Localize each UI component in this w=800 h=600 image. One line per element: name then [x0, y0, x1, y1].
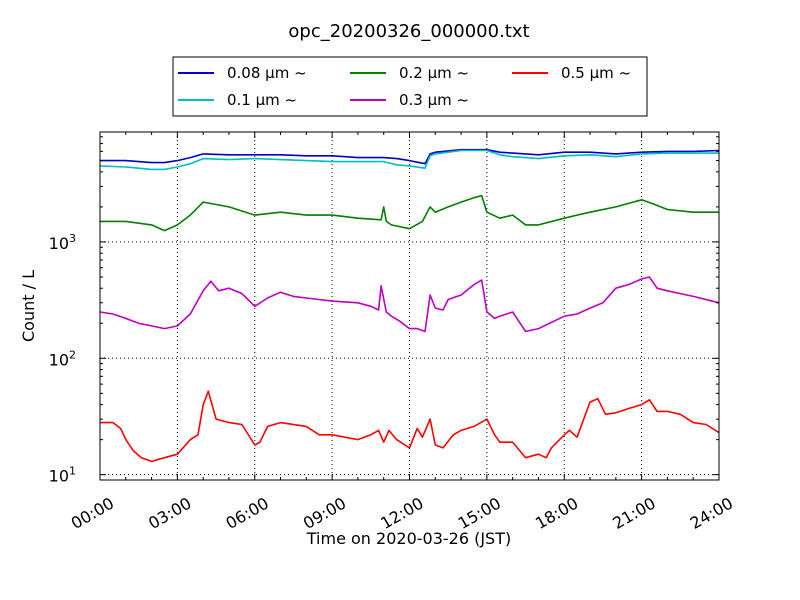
legend-label: 0.1 μm ~ — [227, 91, 297, 109]
x-tick-label: 18:00 — [532, 493, 581, 533]
legend-label: 0.5 μm ~ — [561, 64, 631, 82]
y-axis-label: Count / L — [19, 270, 38, 342]
plot-background — [100, 132, 719, 480]
legend-label: 0.3 μm ~ — [399, 91, 469, 109]
series-line — [100, 148, 720, 165]
x-tick-label: 03:00 — [145, 493, 194, 533]
series-line — [99, 149, 719, 171]
x-tick-label: 06:00 — [223, 493, 272, 533]
x-axis-label: Time on 2020-03-26 (JST) — [306, 529, 511, 548]
x-tick-label: 12:00 — [377, 493, 426, 533]
legend-box — [172, 56, 648, 117]
y-tick-label: 103 — [49, 232, 76, 253]
x-tick-label: 15:00 — [455, 493, 504, 533]
series-lines — [99, 148, 720, 463]
plot-area — [100, 132, 719, 480]
chart-title: opc_20200326_000000.txt — [288, 21, 529, 42]
legend-label: 0.08 μm ~ — [227, 64, 307, 82]
legend: 0.08 μm ~ 0.1 μm ~ 0.2 μm ~ 0.3 μm ~ 0.5 μm … — [172, 56, 648, 117]
series-line — [100, 390, 720, 463]
x-tick-label: 24:00 — [687, 493, 736, 533]
x-tick-label: 09:00 — [300, 493, 349, 533]
series-line — [100, 194, 719, 232]
y-tick-label: 102 — [49, 348, 76, 369]
legend-label: 0.2 μm ~ — [399, 64, 469, 82]
y-tick-label: 101 — [49, 465, 76, 486]
x-tick-label: 21:00 — [609, 493, 658, 533]
x-tick-label: 00:00 — [68, 493, 117, 533]
series-line — [99, 276, 720, 333]
y-axis-ticks: 101 102 103 — [49, 136, 719, 486]
